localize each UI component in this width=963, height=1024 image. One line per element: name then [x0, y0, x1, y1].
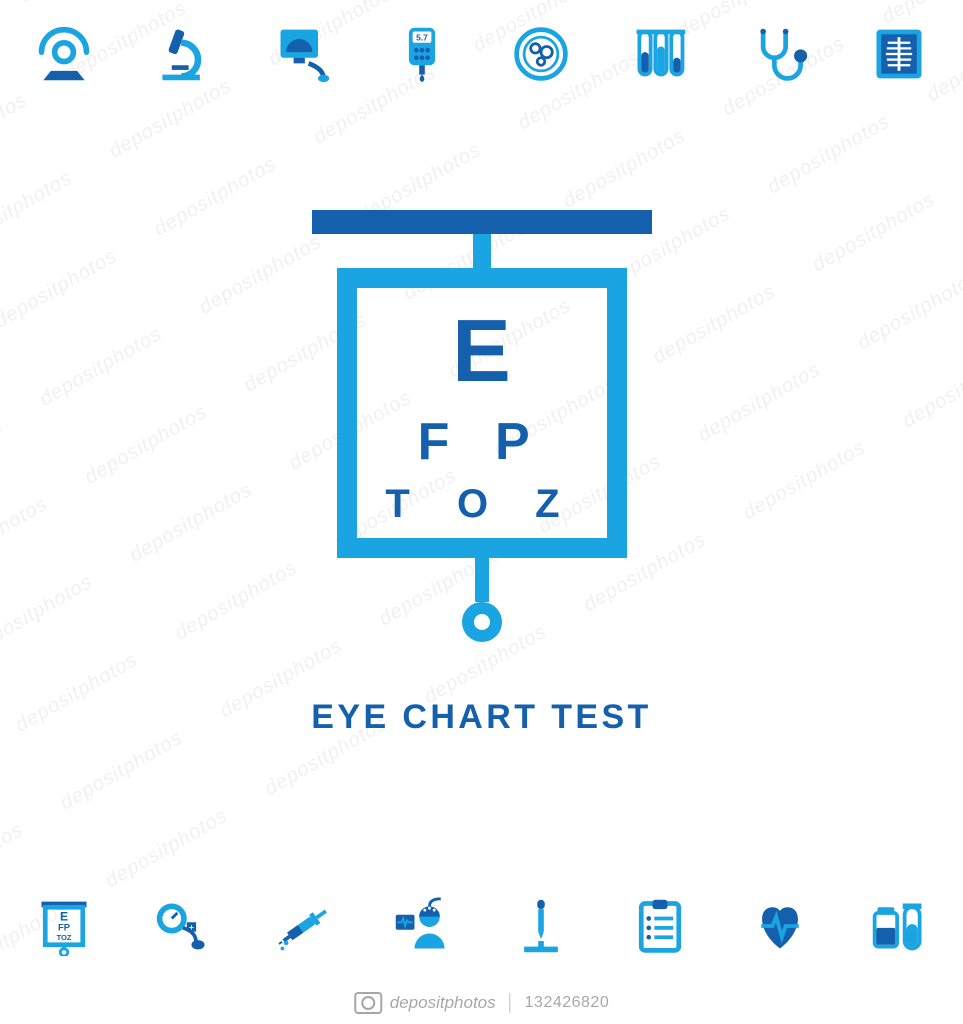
eye-chart-mini-icon: E FP TOZ [30, 892, 98, 960]
svg-text:+: + [189, 922, 194, 932]
pull-stem [475, 558, 489, 602]
eye-chart: E F P T O Z EYE CHART TEST [0, 210, 963, 737]
chart-line-2: F P [418, 412, 546, 472]
dropper-icon [507, 892, 575, 960]
glucometer-icon: 5.7 [388, 20, 456, 88]
heart-ecg-icon [746, 892, 814, 960]
blood-pressure-icon: + [149, 892, 217, 960]
svg-text:FP: FP [58, 923, 70, 933]
footer-brand: depositphotos [390, 993, 496, 1013]
footer-separator [510, 993, 511, 1013]
syringe-icon [269, 892, 337, 960]
petri-dish-icon [507, 20, 575, 88]
glucometer-readout: 5.7 [416, 32, 428, 42]
top-icon-row: 5.7 [0, 20, 963, 88]
svg-text:E: E [60, 909, 68, 923]
footer-image-id: 132426820 [525, 994, 610, 1012]
chart-line-1: E [452, 300, 511, 402]
svg-text:TOZ: TOZ [57, 933, 72, 942]
test-tubes-icon [626, 20, 694, 88]
footer-badge: depositphotos 132426820 [354, 992, 609, 1014]
page: 5.7 [0, 0, 963, 1024]
pull-ring [462, 602, 502, 642]
xray-icon [865, 20, 933, 88]
hanger-stem [473, 234, 491, 268]
hanger-bar [312, 210, 652, 234]
clipboard-icon [626, 892, 694, 960]
sample-jars-icon [865, 892, 933, 960]
caption: EYE CHART TEST [311, 698, 651, 737]
camera-icon [354, 992, 382, 1014]
chart-frame: E F P T O Z [337, 268, 627, 558]
stethoscope-icon [746, 20, 814, 88]
mri-scanner-icon [30, 20, 98, 88]
eeg-patient-icon [388, 892, 456, 960]
bottom-icon-row: E FP TOZ + [0, 892, 963, 960]
ultrasound-icon [269, 20, 337, 88]
microscope-icon [149, 20, 217, 88]
chart-line-3: T O Z [385, 482, 577, 527]
